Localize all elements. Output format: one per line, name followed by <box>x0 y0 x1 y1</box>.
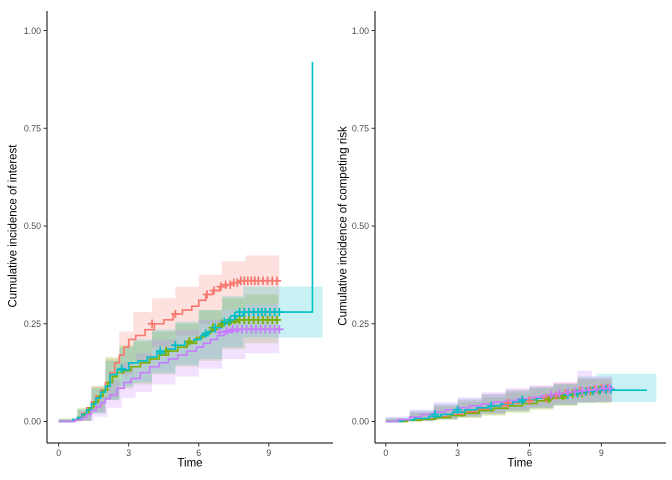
y-tick-label: 0.50 <box>352 221 369 231</box>
x-tick-label: 6 <box>196 448 201 458</box>
confidence-band-group1 <box>385 375 613 422</box>
x-tick-label: 9 <box>599 448 604 458</box>
x-tick-label: 9 <box>266 448 271 458</box>
panel-interest: 0.00 0.25 0.50 0.75 1.00 0 3 6 9 <box>24 11 333 458</box>
y-tick-label: 0.75 <box>352 123 369 133</box>
axes: 0.00 0.25 0.50 0.75 1.00 0 3 6 9 <box>24 11 333 458</box>
y-tick-label: 0.50 <box>24 221 41 231</box>
y-tick-label: 1.00 <box>24 26 41 36</box>
x-tick-label: 3 <box>126 448 131 458</box>
censor-marks <box>430 384 616 419</box>
y-tick-label: 0.00 <box>24 417 41 427</box>
axes: 0.00 0.25 0.50 0.75 1.00 0 3 6 9 <box>352 11 666 458</box>
y-tick-label: 0.75 <box>24 123 41 133</box>
left-panel-x-axis-title: Time <box>177 457 203 470</box>
x-tick-label: 6 <box>527 448 532 458</box>
x-tick-label: 0 <box>383 448 388 458</box>
censor-marks-group3 <box>117 307 284 373</box>
censor-marks-group4 <box>546 384 614 400</box>
confidence-band-group4 <box>385 370 613 422</box>
y-tick-label: 1.00 <box>352 26 369 36</box>
left-panel-y-axis-title: Cumulative incidence of interest <box>7 144 20 308</box>
confidence-band-group1 <box>58 255 280 422</box>
right-panel-y-axis-title: Cumulative incidence of competing risk <box>337 126 350 326</box>
curve-group4 <box>58 328 280 423</box>
x-tick-label: 3 <box>455 448 460 458</box>
x-tick-label: 0 <box>56 448 61 458</box>
censor-marks-group4 <box>215 325 284 337</box>
right-panel-x-axis-title: Time <box>507 457 533 470</box>
confidence-band-group2 <box>385 377 611 422</box>
censor-marks <box>117 276 284 373</box>
y-tick-label: 0.25 <box>24 319 41 329</box>
panel-competing-risk: 0.00 0.25 0.50 0.75 1.00 0 3 6 9 <box>352 11 666 458</box>
y-tick-label: 0.25 <box>352 319 369 329</box>
y-tick-label: 0.00 <box>352 417 369 427</box>
censor-marks-group1 <box>147 276 282 328</box>
